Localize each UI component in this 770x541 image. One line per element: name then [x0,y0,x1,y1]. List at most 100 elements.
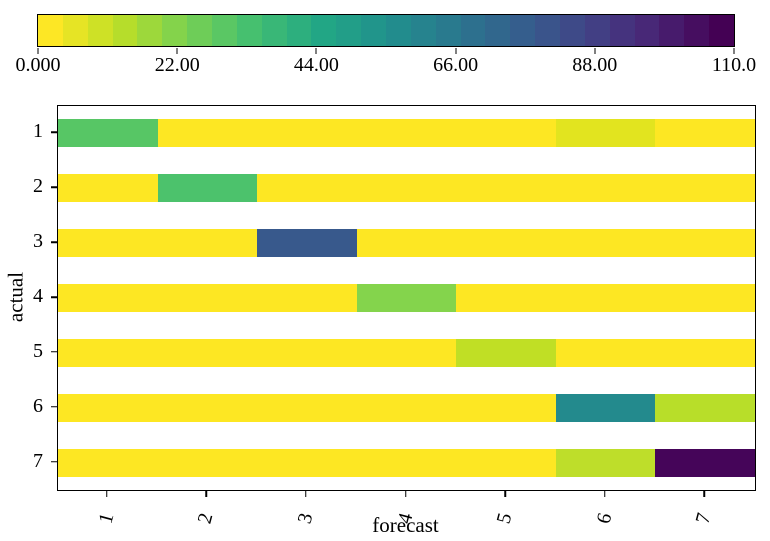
heatmap-cell [58,448,158,477]
heatmap-cell [655,284,756,312]
y-axis-tick [51,241,58,243]
colorbar-segment [286,15,312,46]
heatmap-cell [157,174,258,203]
colorbar-tick-label: 88.00 [572,54,618,76]
heatmap-cell [157,229,258,258]
x-axis-tick [205,490,208,497]
colorbar [37,14,735,47]
colorbar-tick [594,48,596,54]
heatmap-cell [655,119,756,148]
heatmap-cell [456,174,556,203]
heatmap-cell [58,284,158,312]
x-axis-tick [603,490,606,497]
colorbar-segment [535,15,561,46]
colorbar-tick [37,48,39,54]
y-axis-tick-label: 7 [33,449,43,472]
heatmap-cell [257,393,357,422]
heatmap-cell [157,119,258,148]
colorbar-tick-label: 66.00 [433,54,479,76]
heatmap-row [58,448,756,477]
heatmap-row [58,229,756,258]
y-axis-tick [51,296,58,298]
y-axis-tick [51,405,58,408]
x-axis-tick [106,490,108,497]
heatmap-cell [157,448,258,477]
heatmap-cell [655,338,756,367]
heatmap-cell [555,393,656,422]
heatmap-cell [555,284,656,312]
heatmap-cell [356,448,457,477]
colorbar-segment [485,15,511,46]
heatmap-cell [257,448,357,477]
heatmap-cell [456,119,556,148]
heatmap-row-slot [58,380,756,435]
heatmap-cell [257,119,357,148]
heatmap-row [58,119,756,148]
heatmap-cell [655,174,756,203]
x-axis-title: forecast [372,513,439,537]
colorbar-segment [634,15,660,46]
heatmap-cell [456,229,556,258]
heatmap-cell [456,393,556,422]
heatmap-cell [555,119,656,148]
heatmap-row-slot [58,435,756,490]
heatmap-cell [655,393,756,422]
x-axis-tick [504,490,506,497]
colorbar-segment [137,15,163,46]
colorbar-segment [609,15,635,46]
colorbar-segment [62,15,88,46]
heatmap-cell [58,393,158,422]
heatmap-cell [157,393,258,422]
y-axis-tick-label: 2 [33,175,43,198]
heatmap-cell [257,229,357,258]
colorbar-segment [212,15,237,46]
heatmap-cell [257,338,357,367]
heatmap-cell [356,229,457,258]
colorbar-segment [584,15,610,46]
plot-area [57,105,756,491]
heatmap-cell [356,338,457,367]
heatmap-cell [356,393,457,422]
heatmap-row-slot [58,271,756,326]
colorbar-segment [112,15,138,46]
heatmap-row-slot [58,325,756,380]
colorbar-segment [659,15,685,46]
heatmap-row [58,284,756,312]
colorbar-tick-label: 22.00 [154,54,200,76]
colorbar-segment [361,15,387,46]
colorbar-segment [187,15,213,46]
heatmap-cell [356,119,457,148]
colorbar-tick [315,48,317,54]
colorbar-tick-label: 0.000 [15,54,61,76]
y-axis-tick-label: 4 [33,285,43,308]
y-axis-tick-label: 5 [33,339,43,362]
colorbar-segment [311,15,337,46]
heatmap-cell [58,119,158,148]
heatmap-cell [655,229,756,258]
heatmap-cell [58,174,158,203]
heatmap-row-slot [58,216,756,271]
x-axis-tick [305,490,307,497]
colorbar-segment [162,15,188,46]
y-axis-tick-label: 3 [33,230,43,253]
colorbar-tick [176,48,178,54]
heatmap-cell [157,338,258,367]
colorbar-segment [510,15,536,46]
y-axis: 1 2 3 4 5 6 7 [0,105,58,489]
colorbar-segment [236,15,262,46]
colorbar-tick [733,48,735,54]
y-axis-tick-label: 6 [33,394,43,417]
colorbar-segment [435,15,461,46]
heatmap-cell [58,229,158,258]
heatmap-cell [257,174,357,203]
heatmap-cell [356,284,457,312]
heatmap-cell [456,338,556,367]
heatmap-row [58,174,756,203]
heatmap-cell [456,284,556,312]
y-axis-tick [51,186,58,189]
colorbar-segment [261,15,287,46]
colorbar-segment [87,15,113,46]
colorbar-segment [410,15,436,46]
